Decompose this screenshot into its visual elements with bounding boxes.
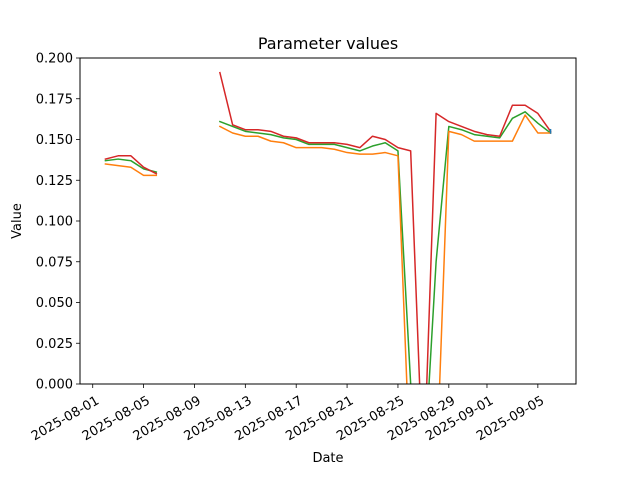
series-1-line	[218, 111, 552, 384]
plot-area	[80, 58, 576, 384]
y-axis: 0.000 0.025 0.050 0.075 0.100 0.125 0.150 0.175…	[36, 52, 80, 393]
y-tick-label: 0.150	[36, 133, 73, 148]
y-tick-label: 0.025	[36, 337, 73, 352]
y-tick-label: 0.175	[36, 92, 73, 107]
y-tick-label: 0.200	[36, 52, 73, 67]
y-tick-label: 0.125	[36, 174, 73, 189]
series-2-line	[104, 163, 158, 177]
series-2-line	[218, 114, 552, 384]
y-tick-label: 0.075	[36, 255, 73, 270]
series-3-line	[218, 71, 552, 384]
y-tick-label: 0.100	[36, 215, 73, 230]
y-tick-label: 0.000	[36, 378, 73, 393]
series-3-line	[104, 155, 158, 175]
x-axis-title: Date	[312, 451, 343, 466]
chart-title: Parameter values	[258, 34, 398, 53]
y-tick-label: 0.050	[36, 296, 73, 311]
y-axis-title: Value	[10, 203, 25, 239]
series-layer	[104, 71, 552, 384]
